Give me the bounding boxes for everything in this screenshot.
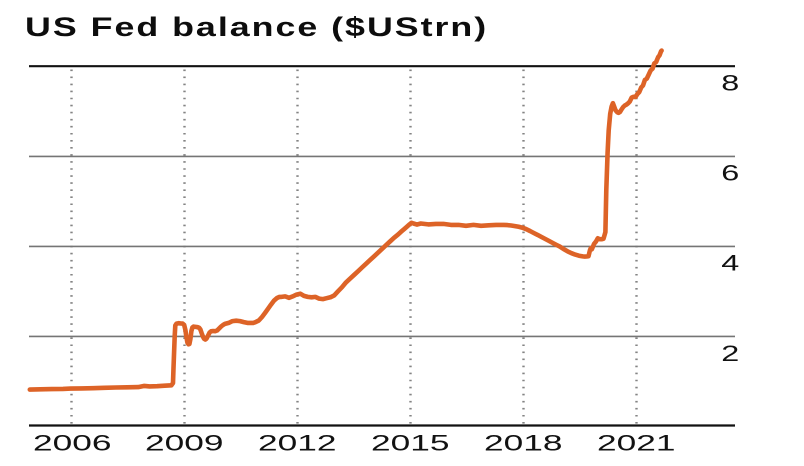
svg-text:2006: 2006	[33, 431, 112, 456]
svg-text:2009: 2009	[145, 431, 224, 456]
svg-text:2012: 2012	[258, 431, 337, 456]
svg-text:4: 4	[721, 250, 739, 275]
svg-text:2015: 2015	[371, 431, 450, 456]
svg-text:2: 2	[721, 341, 739, 366]
svg-text:2021: 2021	[597, 431, 676, 456]
svg-text:6: 6	[721, 160, 739, 185]
svg-text:8: 8	[721, 70, 739, 95]
svg-text:2018: 2018	[484, 431, 563, 456]
